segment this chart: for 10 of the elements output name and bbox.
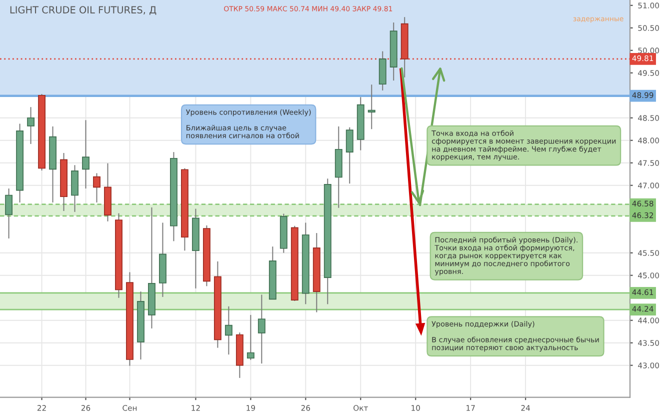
- candlestick: [5, 188, 13, 239]
- candlestick: [82, 120, 90, 189]
- candlestick: [258, 294, 266, 364]
- candlestick: [27, 106, 35, 144]
- candlestick: [368, 84, 376, 130]
- text: LIGHT CRUDE OIL FUTURES, Д: [10, 6, 156, 15]
- candlestick: [224, 306, 232, 356]
- candlestick: [93, 172, 100, 203]
- candlestick: [346, 126, 354, 184]
- candlestick: [246, 314, 254, 360]
